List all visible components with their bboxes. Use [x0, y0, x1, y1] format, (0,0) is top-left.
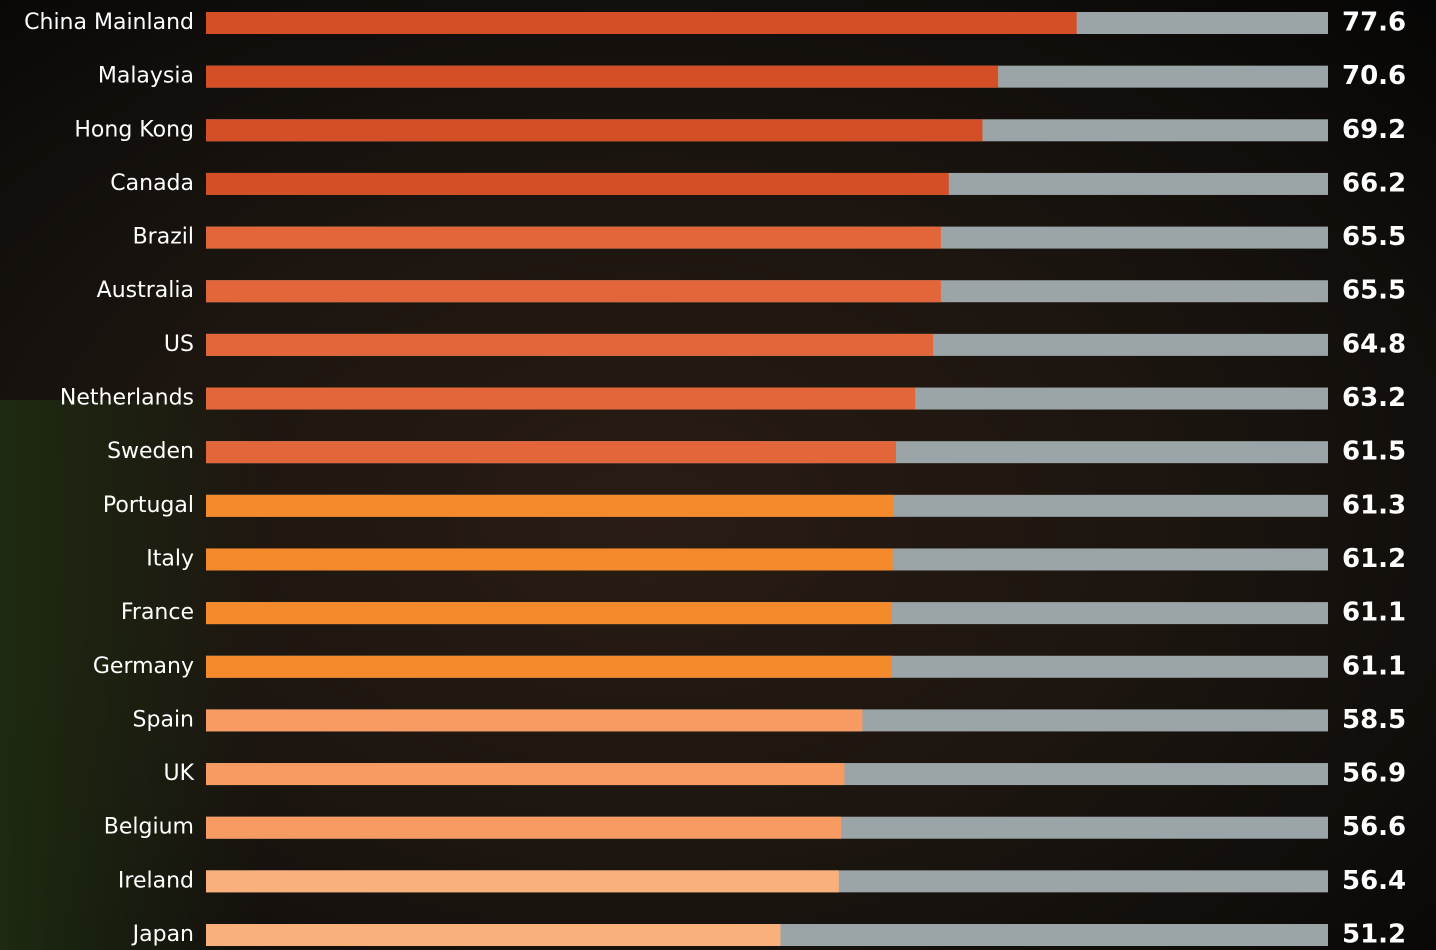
category-label: Ireland — [118, 868, 194, 893]
bar — [206, 548, 893, 571]
value-label: 66.2 — [1342, 168, 1406, 198]
category-label: Canada — [110, 171, 194, 196]
bar — [206, 816, 842, 839]
bar — [206, 602, 892, 625]
bar — [206, 333, 934, 356]
value-label: 77.6 — [1342, 8, 1406, 38]
value-label: 51.2 — [1342, 920, 1406, 950]
category-label: Portugal — [103, 493, 194, 518]
category-label: Belgium — [104, 815, 194, 840]
value-label: 61.1 — [1342, 598, 1406, 628]
bar — [206, 655, 892, 678]
category-label: Germany — [93, 654, 194, 679]
bar — [206, 870, 839, 893]
value-label: 61.1 — [1342, 651, 1406, 681]
category-label: France — [121, 600, 194, 625]
value-label: 61.2 — [1342, 544, 1406, 574]
value-label: 56.9 — [1342, 759, 1406, 789]
category-label: China Mainland — [24, 10, 194, 35]
bar — [206, 924, 781, 946]
bar — [206, 65, 999, 88]
value-label: 69.2 — [1342, 115, 1406, 145]
value-label: 63.2 — [1342, 383, 1406, 413]
value-label: 56.6 — [1342, 812, 1406, 842]
bar — [206, 441, 897, 464]
bar — [206, 12, 1077, 34]
value-label: 61.5 — [1342, 437, 1406, 467]
category-label: Hong Kong — [74, 117, 194, 142]
bar — [206, 763, 845, 786]
bar — [206, 280, 941, 303]
bar — [206, 387, 916, 410]
value-label: 56.4 — [1342, 866, 1406, 896]
bar — [206, 494, 894, 517]
bar — [206, 709, 863, 732]
category-label: Spain — [133, 707, 194, 732]
category-label: Japan — [131, 922, 194, 947]
value-label: 65.5 — [1342, 222, 1406, 252]
category-label: UK — [163, 761, 194, 786]
value-label: 70.6 — [1342, 61, 1406, 91]
category-label: Brazil — [133, 225, 194, 250]
bar — [206, 226, 941, 249]
category-label: Malaysia — [98, 64, 194, 89]
value-label: 65.5 — [1342, 276, 1406, 306]
value-label: 64.8 — [1342, 329, 1406, 359]
category-label: US — [164, 332, 194, 357]
category-label: Australia — [97, 278, 194, 303]
value-label: 61.3 — [1342, 490, 1406, 520]
bar — [206, 119, 983, 142]
category-label: Netherlands — [60, 386, 194, 411]
category-label: Italy — [146, 546, 194, 571]
bar — [206, 172, 949, 195]
value-label: 58.5 — [1342, 705, 1406, 735]
category-label: Sweden — [107, 439, 194, 464]
